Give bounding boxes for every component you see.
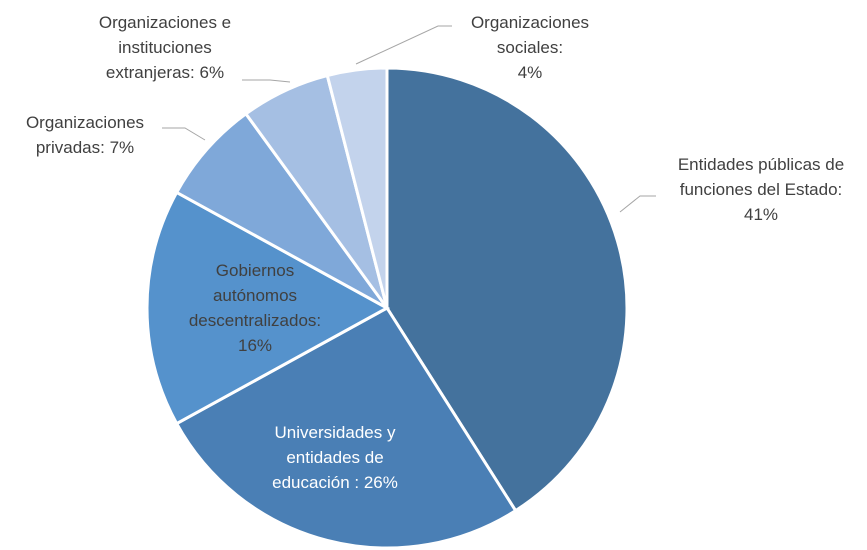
slice-label: Gobiernos autónomos descentralizados: 16… xyxy=(175,258,335,358)
pie-slice xyxy=(174,306,518,550)
leader-line xyxy=(242,79,291,83)
category-label: Organizaciones privadas: xyxy=(25,113,145,157)
category-label: Gobiernos autónomos descentralizados: xyxy=(188,261,322,330)
value-label: 6% xyxy=(199,63,225,82)
slice-label: Universidades y entidades de educación :… xyxy=(250,420,420,495)
value-label: 7% xyxy=(109,138,135,157)
value-label: 4% xyxy=(517,63,543,82)
value-label: 16% xyxy=(237,336,273,355)
category-label: Organizaciones e instituciones extranjer… xyxy=(98,13,232,82)
category-label: Universidades y entidades de educación : xyxy=(272,423,396,492)
leader-line xyxy=(355,25,452,65)
category-label: Organizaciones sociales: xyxy=(470,13,590,57)
leader-line xyxy=(162,127,206,141)
slice-label: Entidades públicas de funciones del Esta… xyxy=(650,152,867,227)
value-label: 26% xyxy=(363,473,398,492)
slice-label: Organizaciones sociales: 4% xyxy=(445,10,615,85)
value-label: 41% xyxy=(743,205,779,224)
category-label: Entidades públicas de funciones del Esta… xyxy=(677,155,845,199)
pie-slice xyxy=(145,190,391,426)
slice-label: Organizaciones e instituciones extranjer… xyxy=(75,10,255,85)
pie-slice xyxy=(174,111,389,310)
leader-line xyxy=(619,195,656,213)
pie-slice xyxy=(325,66,389,309)
slice-label: Organizaciones privadas: 7% xyxy=(5,110,165,160)
